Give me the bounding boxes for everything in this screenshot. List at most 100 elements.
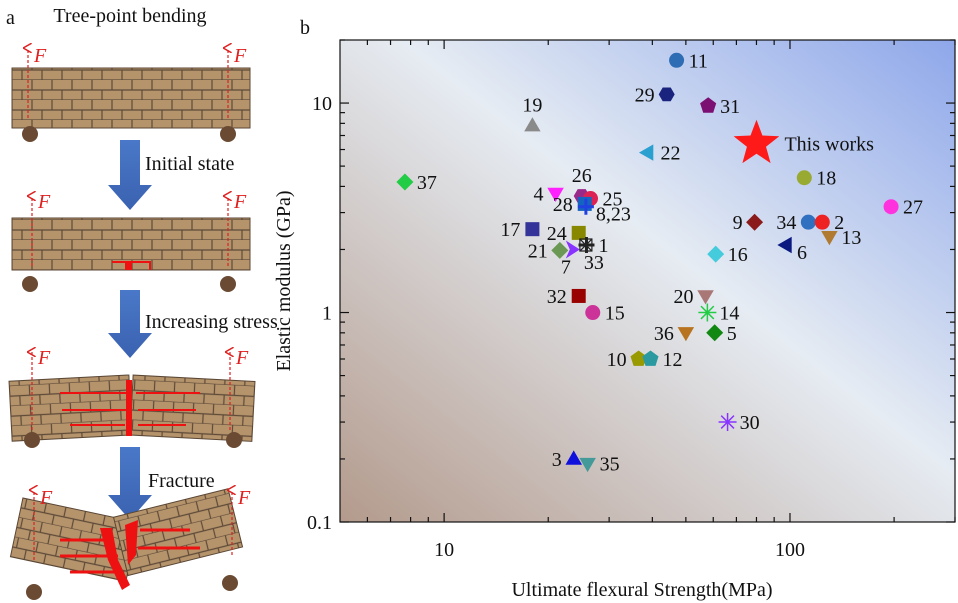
panel-label: a [6, 7, 15, 29]
point [524, 117, 541, 132]
point-label: 24 [547, 223, 567, 245]
beam-bent [8, 374, 256, 448]
point-label: 31 [720, 96, 740, 118]
point [733, 119, 780, 164]
plot-background [340, 40, 955, 522]
y-tick-label: 1 [322, 303, 332, 325]
point-label: 13 [841, 227, 861, 249]
point-label: 1 [598, 235, 608, 257]
point-label: 19 [522, 95, 542, 117]
point [658, 87, 675, 102]
point [814, 214, 830, 230]
point [800, 214, 816, 230]
point [396, 173, 414, 191]
step-label: Increasing stress [145, 311, 278, 333]
point [630, 350, 647, 366]
point-label: 9 [733, 212, 743, 234]
point-label: 17 [500, 219, 520, 241]
point [579, 457, 596, 473]
force-label: F [37, 191, 51, 213]
point [707, 245, 725, 263]
force-label: F [233, 191, 247, 213]
point [883, 199, 899, 215]
point [718, 413, 737, 432]
point [577, 198, 594, 215]
step-label: Initial state [145, 153, 235, 175]
x-tick-label: 10 [434, 539, 454, 561]
point-label: 21 [528, 240, 548, 262]
point-label: 26 [572, 165, 592, 187]
point-label: 34 [776, 212, 796, 234]
point-label: 29 [635, 84, 655, 106]
point [571, 225, 586, 240]
point [551, 241, 569, 259]
point [547, 187, 564, 202]
y-axis-label: Elastic modulus (GPa) [273, 190, 295, 371]
y-tick-label: 0.1 [307, 512, 332, 534]
point [796, 170, 812, 186]
point-label: 36 [654, 323, 674, 345]
x-tick-label: 100 [775, 539, 805, 561]
point [585, 305, 601, 321]
beam-crack [11, 217, 251, 292]
point-label: 27 [903, 197, 923, 219]
point-label: 12 [662, 349, 682, 371]
point [565, 240, 580, 259]
point-label: 14 [719, 303, 739, 325]
point-label: 8,23 [596, 204, 631, 226]
point-label: 18 [816, 168, 836, 190]
point [698, 303, 717, 322]
point [746, 213, 764, 231]
point-label: 37 [417, 172, 437, 194]
point-label: 10 [607, 349, 627, 371]
step-arrow [108, 290, 152, 358]
point-label: 16 [728, 244, 748, 266]
point-label: 33 [584, 252, 604, 274]
force-label: F [235, 347, 249, 369]
panel-a: a Tree-point bending Initial state Incre… [6, 5, 278, 600]
point [669, 52, 685, 68]
point [639, 144, 654, 161]
point-label: 20 [674, 286, 694, 308]
point [821, 231, 838, 246]
force-label: F [237, 487, 251, 509]
point-label: 15 [605, 303, 625, 325]
point [777, 236, 792, 254]
beam-initial [11, 67, 251, 142]
point-label: 28 [553, 194, 573, 216]
beam-fractured [9, 488, 244, 600]
point-label: 6 [797, 242, 807, 264]
point [565, 450, 582, 465]
point-label: 2 [834, 212, 844, 234]
point-label: 5 [727, 323, 737, 345]
step-arrow [108, 140, 152, 210]
force-label: F [233, 45, 247, 67]
point [571, 288, 586, 303]
point [706, 324, 724, 342]
point-label: This works [784, 134, 874, 156]
point-label: 4 [534, 184, 544, 206]
point [697, 290, 714, 305]
point [677, 327, 695, 342]
panel-title: Tree-point bending [53, 5, 206, 27]
plot-frame [339, 39, 956, 523]
point-label: 7 [561, 256, 571, 278]
panel-label: b [300, 17, 310, 39]
point [642, 350, 659, 366]
point-label: 3 [552, 449, 562, 471]
x-axis-label: Ultimate flexural Strength(MPa) [511, 579, 772, 601]
point-label: 25 [603, 189, 623, 211]
point-label: 22 [661, 143, 681, 165]
force-label: F [37, 347, 51, 369]
y-tick-label: 10 [312, 93, 332, 115]
point-label: 35 [600, 454, 620, 476]
force-label: F [39, 487, 53, 509]
force-label: F [33, 45, 47, 67]
step-arrow [108, 447, 152, 520]
forces [28, 48, 232, 560]
point-label: 32 [547, 286, 567, 308]
point [525, 222, 540, 237]
step-label: Fracture [148, 470, 215, 492]
